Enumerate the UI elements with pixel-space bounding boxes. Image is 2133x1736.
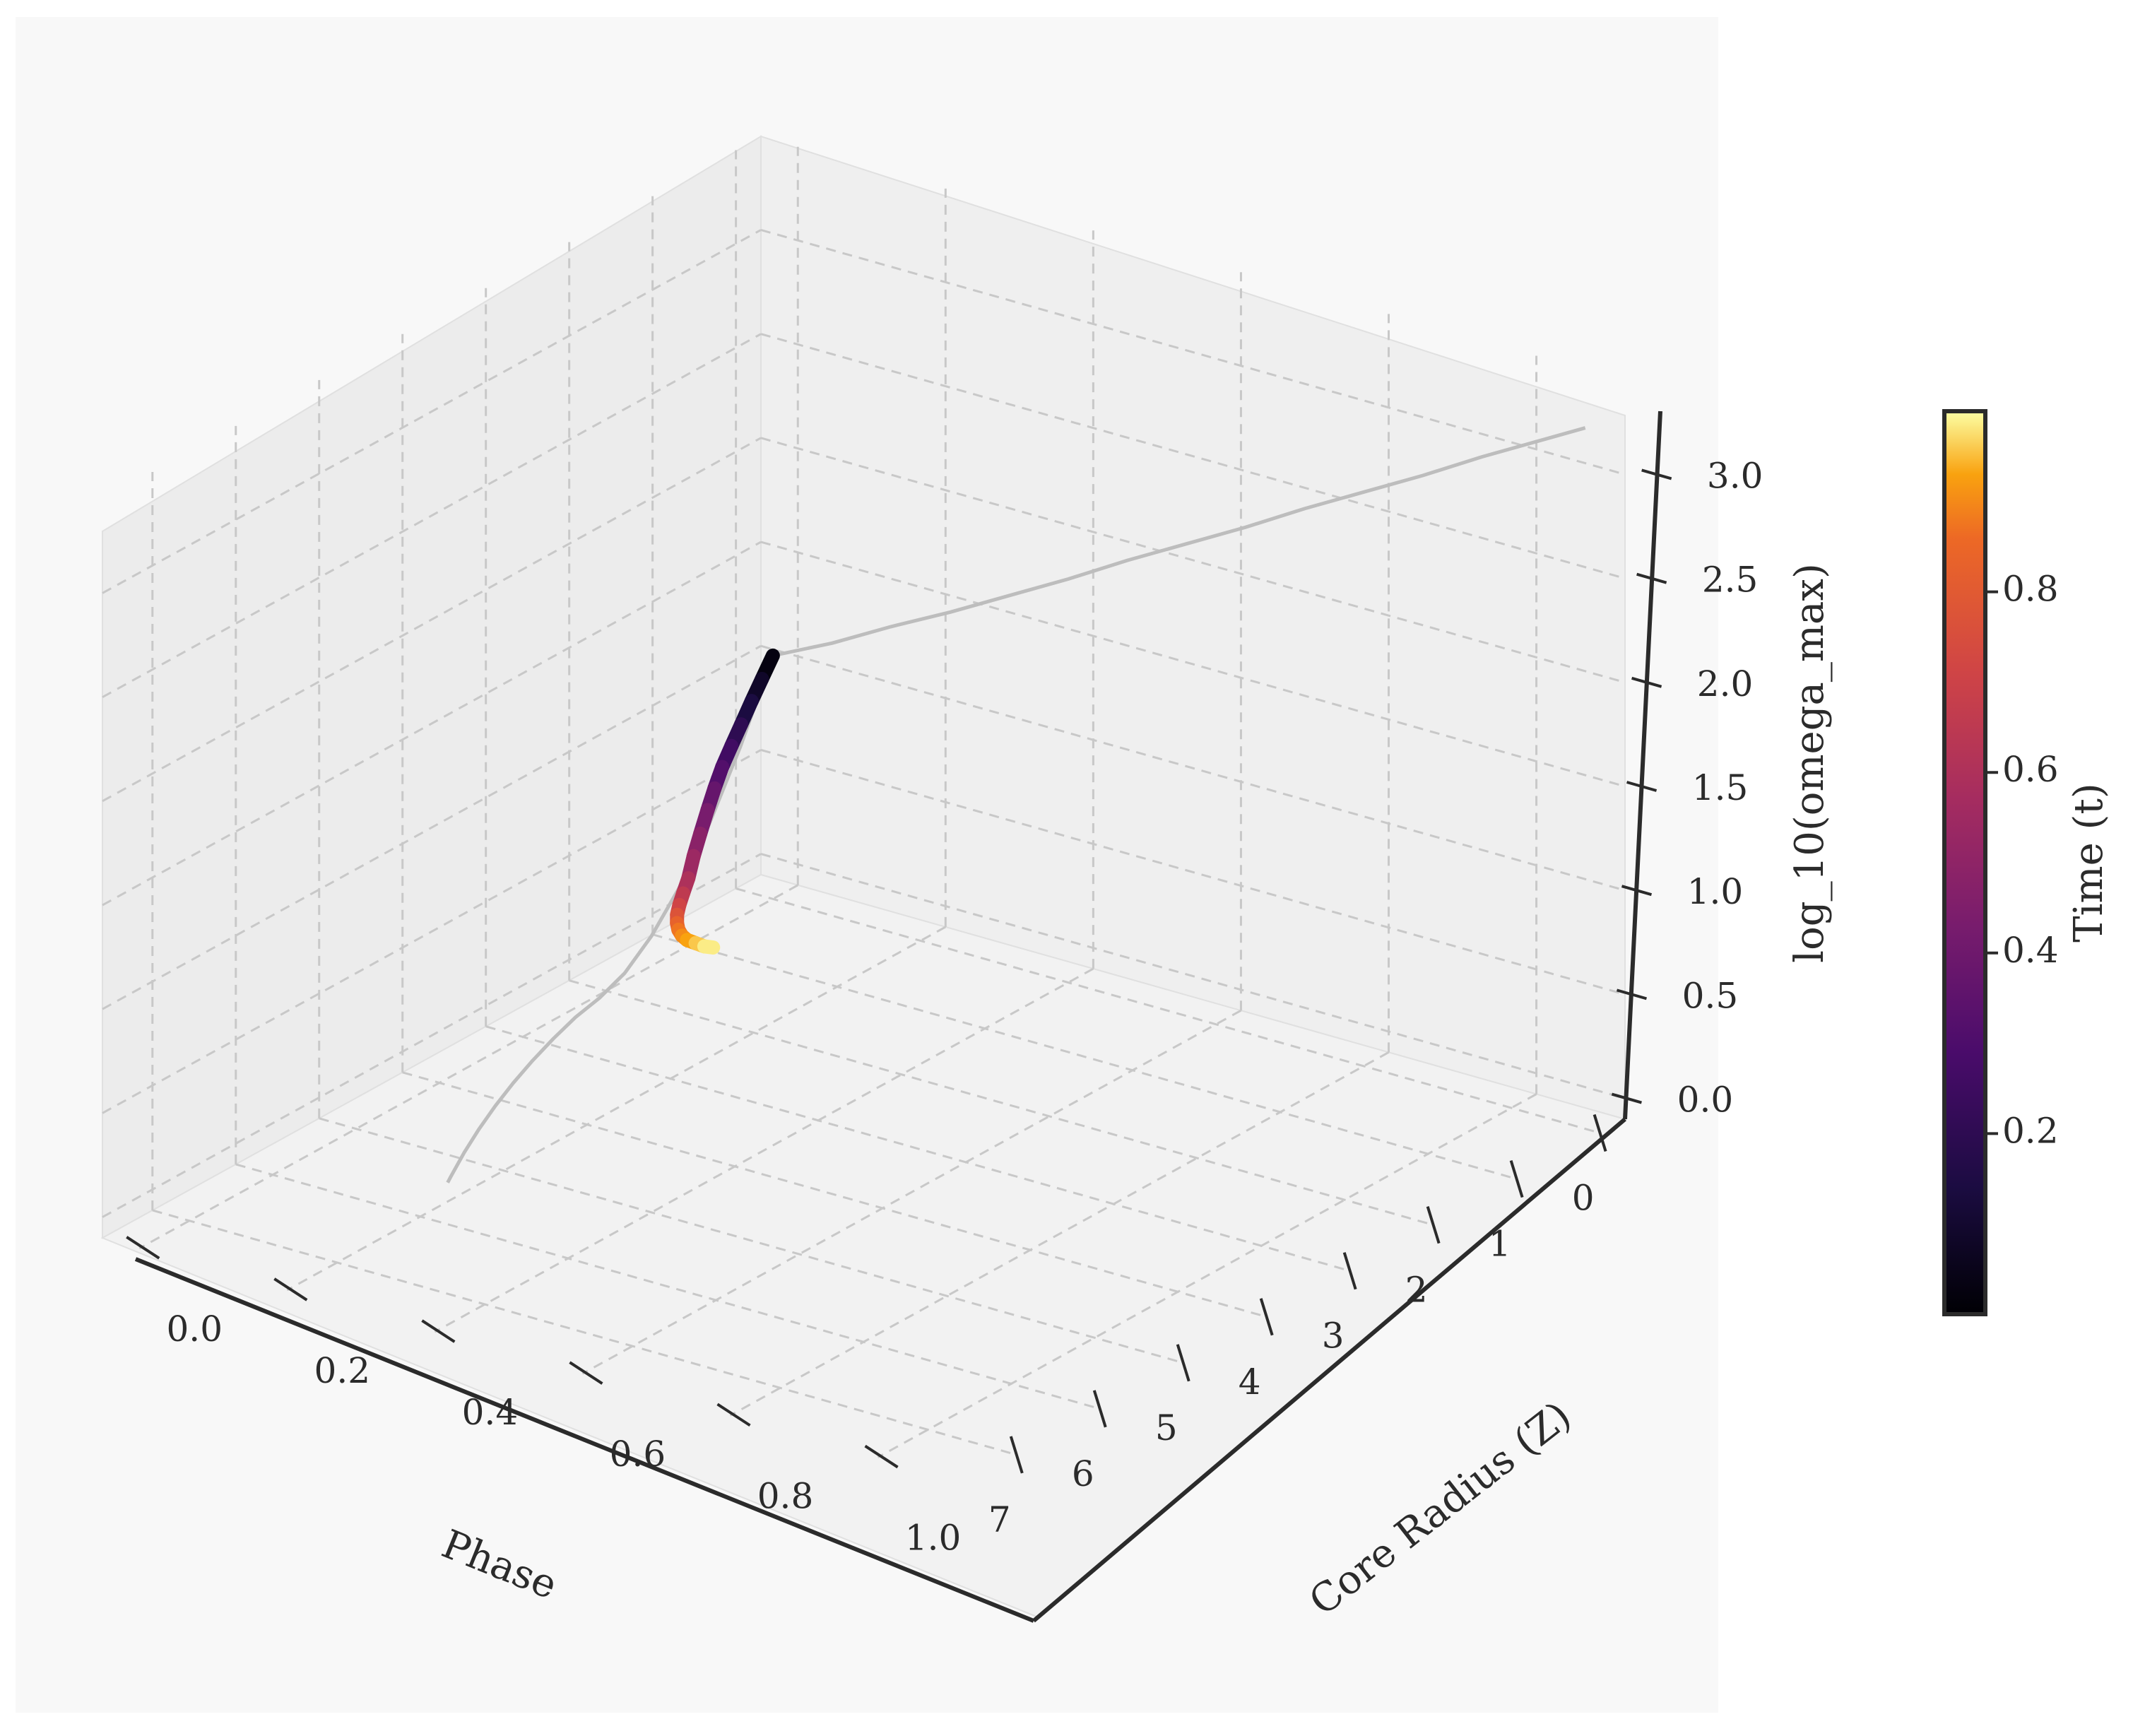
z-tick xyxy=(1631,676,1662,688)
gridline-z-wall-yz xyxy=(102,437,762,803)
gridline-y-floor xyxy=(581,1009,1242,1375)
z-tick-label: 3.0 xyxy=(1707,455,1763,496)
z-axis-title: log_10(omega_max) xyxy=(1787,563,1833,963)
gridline-x-floor xyxy=(652,933,1518,1181)
tick-layer: 0 1 2 3 4 5 6 7 0.0 0.2 0.4 0.6 0.8 1.0 0.0 0.5 1.0 1.5 2.… xyxy=(126,455,1763,1559)
x-tick xyxy=(1009,1436,1024,1474)
gridline-z-wall-xz xyxy=(760,748,1626,996)
gridline-y-floor xyxy=(877,1093,1537,1458)
gridline-z-wall-xz xyxy=(760,229,1626,476)
x-tick-label: 4 xyxy=(1239,1362,1261,1403)
trajectory-line xyxy=(670,648,780,955)
gridline-x-floor xyxy=(569,979,1434,1227)
x-tick xyxy=(1509,1159,1524,1198)
y-tick-label: 0.6 xyxy=(610,1434,666,1475)
x-tick xyxy=(1342,1252,1357,1290)
y-tick xyxy=(273,1277,308,1301)
y-tick-label: 0.4 xyxy=(462,1392,519,1433)
z-axis-line xyxy=(1623,411,1662,1120)
x-tick-label: 1 xyxy=(1489,1224,1511,1265)
colorbar-tick-label: 0.4 xyxy=(2002,930,2059,971)
gridline-x-floor xyxy=(152,1209,1017,1456)
z-tick xyxy=(1616,988,1648,1000)
gridline-z-wall-yz xyxy=(102,853,762,1218)
gridline-z-wall-yz xyxy=(102,749,762,1114)
x-axis-title: Phase xyxy=(435,1521,563,1609)
gridline-z-wall-yz xyxy=(102,644,762,1010)
z-tick xyxy=(1621,885,1653,897)
y-tick xyxy=(421,1319,456,1343)
z-tick-label: 1.5 xyxy=(1692,767,1749,808)
z-tick-label: 0.0 xyxy=(1677,1080,1734,1121)
z-tick xyxy=(1626,781,1658,792)
y-tick-label: 1.0 xyxy=(905,1518,962,1559)
x-tick xyxy=(1259,1298,1274,1336)
gridline-x-floor xyxy=(402,1071,1268,1318)
x-tick-label: 6 xyxy=(1072,1453,1094,1494)
z-tick-label: 1.0 xyxy=(1687,871,1744,912)
axis-lines xyxy=(134,411,1662,1623)
y-tick xyxy=(716,1403,751,1427)
gridline-z-wall-yz xyxy=(102,541,762,907)
projection-line-1 xyxy=(772,426,1586,658)
gridline-z-wall-xz xyxy=(760,437,1626,684)
x-tick-label: 0 xyxy=(1572,1178,1595,1219)
colorbar-title: Time (t) xyxy=(2066,783,2112,943)
y-tick xyxy=(569,1361,603,1385)
z-tick-label: 2.5 xyxy=(1702,560,1759,601)
colorbar-gradient xyxy=(1942,409,1987,1316)
gridline-z-wall-yz xyxy=(102,229,762,594)
colorbar-tick-label: 0.2 xyxy=(2002,1110,2059,1151)
y-tick-label: 0.2 xyxy=(314,1350,371,1391)
gridline-z-wall-yz xyxy=(102,333,762,698)
x-tick xyxy=(1426,1206,1441,1244)
y-tick-label: 0.0 xyxy=(166,1309,223,1350)
y-tick xyxy=(126,1236,160,1260)
z-tick xyxy=(1636,572,1667,584)
x-axis-line xyxy=(134,1257,1035,1623)
x-tick xyxy=(1176,1344,1190,1382)
x-tick-label: 5 xyxy=(1155,1407,1178,1448)
panes xyxy=(100,135,1627,1618)
z-tick-label: 0.5 xyxy=(1682,975,1739,1016)
y-axis-line xyxy=(1032,1117,1626,1623)
colorbar-tick-label: 0.8 xyxy=(2002,569,2059,610)
trajectory-segment xyxy=(697,939,721,955)
gridline-x-floor xyxy=(319,1117,1184,1364)
x-tick-label: 3 xyxy=(1322,1316,1345,1357)
gridline-z-wall-xz xyxy=(760,541,1626,788)
x-tick-label: 7 xyxy=(988,1499,1011,1540)
gridline-y-floor xyxy=(729,1051,1390,1417)
gridlines xyxy=(102,146,1626,1458)
gridline-y-floor xyxy=(434,967,1094,1333)
gridline-x-floor xyxy=(485,1025,1351,1273)
colorbar: 0.2 0.4 0.6 0.8 Time (t) xyxy=(1942,409,2112,1316)
gridline-y-floor xyxy=(286,926,947,1292)
z-tick xyxy=(1611,1092,1642,1104)
x-tick xyxy=(1092,1390,1107,1428)
colorbar-tick-label: 0.6 xyxy=(2002,749,2059,790)
x-tick-label: 2 xyxy=(1405,1270,1428,1311)
y-tick xyxy=(864,1444,899,1469)
z-tick xyxy=(1641,468,1672,480)
colorbar-ticks: 0.2 0.4 0.6 0.8 xyxy=(1985,569,2059,1151)
gridline-z-wall-xz xyxy=(760,853,1626,1100)
y-tick-label: 0.8 xyxy=(757,1475,814,1516)
gridline-x-floor xyxy=(735,887,1601,1134)
gridline-x-floor xyxy=(235,1163,1101,1410)
y-axis-title: Core Radius (Z) xyxy=(1301,1393,1580,1624)
x-tick xyxy=(1593,1114,1607,1152)
z-tick-label: 2.0 xyxy=(1697,663,1754,704)
gridline-z-wall-xz xyxy=(760,333,1626,580)
gridline-z-wall-xz xyxy=(760,644,1626,892)
